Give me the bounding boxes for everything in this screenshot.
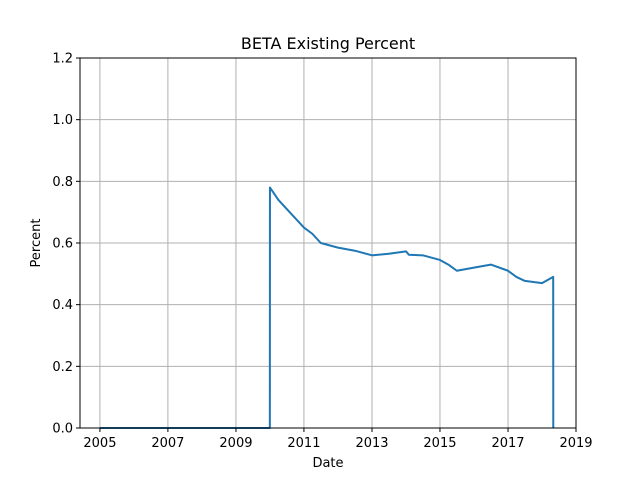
y-tick-label: 1.2 <box>52 52 73 67</box>
x-tick-label: 2017 <box>491 436 524 451</box>
x-tick-label: 2011 <box>287 436 320 451</box>
y-tick-label: 0.4 <box>52 298 73 313</box>
x-tick-label: 2013 <box>355 436 388 451</box>
y-tick-label: 0.8 <box>52 175 73 190</box>
series-layer <box>99 186 555 429</box>
y-axis-label: Percent <box>29 219 44 268</box>
y-tick-label: 0.0 <box>52 422 73 437</box>
grid <box>80 57 577 429</box>
series-line <box>99 186 555 429</box>
y-tick-label: 0.6 <box>52 237 73 252</box>
chart-title: BETA Existing Percent <box>241 34 415 53</box>
x-tick-label: 2009 <box>219 436 252 451</box>
x-axis-label: Date <box>312 456 343 471</box>
x-tick-label: 2015 <box>423 436 456 451</box>
y-axis: 0.0 0.2 0.4 0.6 0.8 1.0 1.2 <box>52 52 80 437</box>
x-tick-label: 2005 <box>83 436 116 451</box>
x-tick-label: 2019 <box>559 436 592 451</box>
y-tick-label: 0.2 <box>52 360 73 375</box>
x-axis: 2005 2007 2009 2011 2013 2015 2017 2019 <box>83 428 593 451</box>
x-tick-label: 2007 <box>151 436 184 451</box>
y-tick-label: 1.0 <box>52 113 73 128</box>
